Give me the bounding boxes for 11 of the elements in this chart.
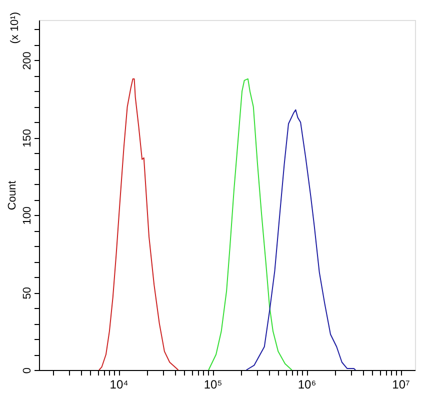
y-tick-label: 200 bbox=[22, 52, 34, 70]
text: (x 10¹) bbox=[9, 12, 21, 44]
y-tick-label: 50 bbox=[22, 286, 34, 300]
y-axis-title: Count bbox=[6, 180, 18, 210]
y-tick-label: 0 bbox=[22, 367, 34, 374]
y-tick-label: 150 bbox=[22, 129, 34, 148]
x-tick-label: 10⁶ bbox=[298, 378, 316, 392]
x-tick-label: 10⁵ bbox=[204, 378, 222, 392]
y-tick-label: 100 bbox=[22, 206, 34, 225]
x-tick-label: 10⁷ bbox=[392, 378, 410, 392]
x-tick-label: 10⁴ bbox=[110, 378, 128, 392]
